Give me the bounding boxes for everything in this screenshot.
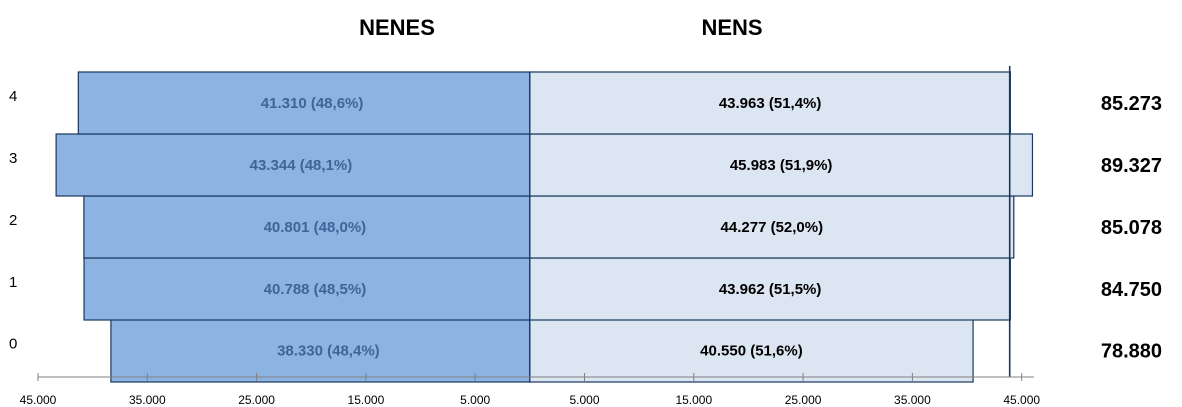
bar-left-4 — [77, 71, 531, 135]
bar-label-right-2: 44.277 (52,0%) — [721, 219, 824, 236]
category-label-3: 3 — [9, 150, 17, 167]
bar-left-3 — [55, 133, 531, 197]
row-total-1: 84.750 — [1101, 279, 1162, 301]
bar-label-right-4: 43.963 (51,4%) — [719, 95, 822, 112]
bar-right-2 — [529, 195, 1015, 259]
x-tick-label-5: 5.000 — [569, 393, 599, 407]
x-tick-label-8: 35.000 — [894, 393, 931, 407]
bar-label-left-4: 41.310 (48,6%) — [261, 95, 364, 112]
bar-label-right-1: 43.962 (51,5%) — [719, 281, 822, 298]
bar-label-left-0: 38.330 (48,4%) — [277, 343, 380, 360]
bar-label-left-3: 43.344 (48,1%) — [250, 157, 353, 174]
bar-label-left-1: 40.788 (48,5%) — [264, 281, 367, 298]
category-label-0: 0 — [9, 336, 17, 353]
bar-label-left-2: 40.801 (48,0%) — [264, 219, 367, 236]
bar-label-right-3: 45.983 (51,9%) — [730, 157, 833, 174]
bar-left-0 — [110, 318, 531, 383]
category-label-1: 1 — [9, 274, 17, 291]
x-tick-label-3: 15.000 — [348, 393, 385, 407]
row-total-2: 85.078 — [1101, 217, 1162, 239]
x-tick-label-1: 35.000 — [129, 393, 166, 407]
x-tick-label-6: 15.000 — [675, 393, 712, 407]
bar-right-0 — [529, 318, 974, 383]
x-tick-label-4: 5.000 — [460, 393, 490, 407]
category-label-2: 2 — [9, 212, 17, 229]
bar-right-4 — [529, 71, 1011, 135]
bar-left-2 — [83, 195, 531, 259]
category-label-4: 4 — [9, 88, 17, 105]
header-left: NENES — [359, 15, 435, 40]
row-total-3: 89.327 — [1101, 155, 1162, 177]
row-total-0: 78.880 — [1101, 341, 1162, 363]
bar-label-right-0: 40.550 (51,6%) — [700, 343, 803, 360]
row-total-4: 85.273 — [1101, 93, 1162, 115]
bar-right-1 — [529, 257, 1011, 321]
header-right: NENS — [701, 15, 762, 40]
x-tick-label-7: 25.000 — [785, 393, 822, 407]
x-tick-label-0: 45.000 — [20, 393, 57, 407]
x-tick-label-2: 25.000 — [238, 393, 275, 407]
x-tick-label-9: 45.000 — [1003, 393, 1040, 407]
